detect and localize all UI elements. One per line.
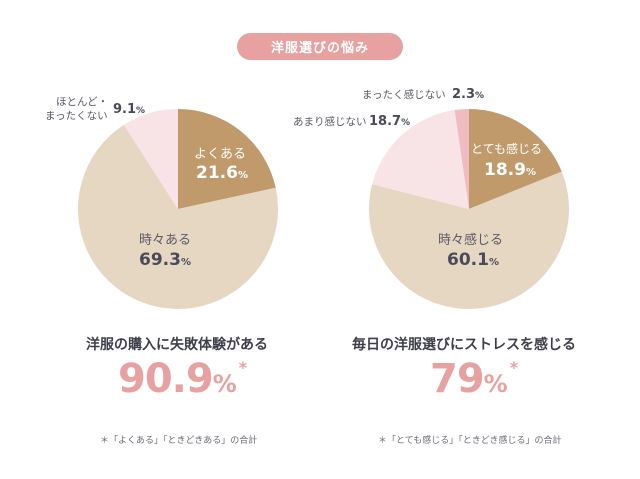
left-headline: 洋服の購入に失敗体験がある: [86, 337, 268, 353]
pie-chart-left: [77, 109, 278, 309]
left-slice1-label: よくある: [194, 147, 247, 162]
left-slice2-value: 69.3%: [139, 250, 191, 270]
right-footnote: ＊「とても感じる」「ときどき感じる」の合計: [378, 436, 562, 446]
right-slice4-value: 2.3%: [452, 87, 485, 102]
left-slice3-label-line2: まったくない: [45, 110, 108, 122]
right-slice1-label: とても感じる: [471, 142, 543, 156]
right-slice4-label: まったく感じない: [362, 89, 446, 101]
pie-chart-right: [369, 109, 569, 309]
right-headline: 毎日の洋服選びにストレスを感じる: [352, 337, 576, 353]
right-slice3-value: 18.7%: [369, 114, 411, 129]
right-big-value: 79%*: [430, 356, 519, 402]
pie-right-slice-3: [372, 110, 469, 209]
right-slice3-label: あまり感じない: [293, 116, 367, 128]
pie-right-slice-2: [369, 171, 569, 309]
pie-right-slice-1: [469, 109, 562, 209]
pie-left-slice-1: [178, 109, 276, 209]
pie-right-slice-4: [454, 109, 469, 209]
header-badge: 洋服選びの悩み: [237, 33, 403, 60]
pie-left-slice-2: [77, 124, 278, 309]
left-footnote: ＊「よくある」「ときどきある」の合計: [100, 436, 258, 446]
right-slice2-label: 時々感じる: [438, 233, 504, 248]
right-slice1-value: 18.9%: [484, 160, 536, 180]
right-slice2-value: 60.1%: [447, 250, 499, 270]
left-slice3-label-line1: ほとんど・: [56, 96, 109, 108]
left-slice2-label: 時々ある: [139, 233, 192, 248]
left-slice1-value: 21.6%: [196, 163, 248, 183]
left-slice3-value: 9.1%: [113, 102, 146, 117]
left-big-value: 90.9%*: [118, 356, 248, 402]
pie-left-slice-3: [123, 109, 178, 209]
